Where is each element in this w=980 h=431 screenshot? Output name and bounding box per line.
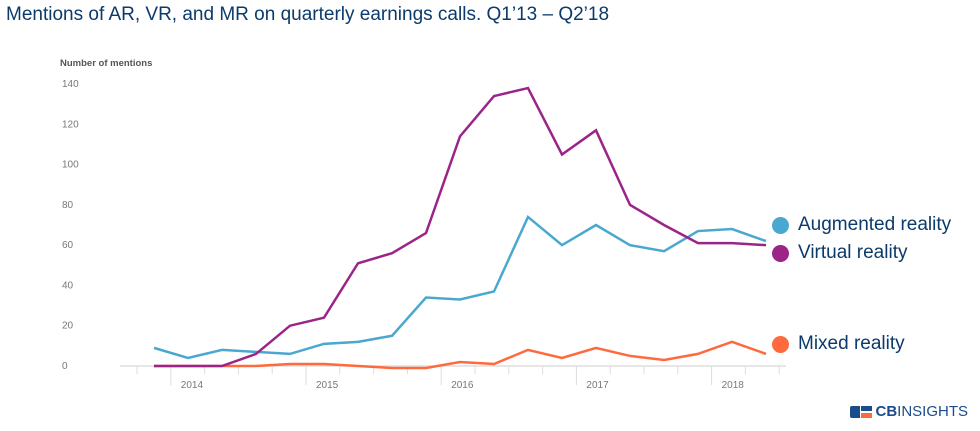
y-tick-label: 140 bbox=[62, 79, 79, 90]
logo-insights-text: INSIGHTS bbox=[897, 403, 968, 420]
legend-label: Virtual reality bbox=[798, 242, 908, 263]
x-tick-label: 2015 bbox=[316, 380, 339, 391]
y-axis-label: Number of mentions bbox=[60, 58, 152, 69]
legend-dot-icon bbox=[772, 216, 789, 234]
y-tick-label: 20 bbox=[62, 321, 74, 332]
x-tick-label: 2014 bbox=[181, 380, 204, 391]
legend-label: Mixed reality bbox=[798, 333, 905, 354]
y-tick-label: 80 bbox=[62, 200, 74, 211]
logo-cb-text: CB bbox=[875, 403, 898, 420]
x-tick-label: 2016 bbox=[451, 380, 474, 391]
legend-virtual-reality: Virtual reality bbox=[772, 242, 907, 264]
series-line-virtual-reality bbox=[154, 86, 767, 368]
y-tick-label: 100 bbox=[62, 160, 79, 171]
series-line-augmented-reality bbox=[153, 214, 767, 360]
legend-mixed-reality: Mixed reality bbox=[772, 333, 905, 355]
legend-dot-icon bbox=[772, 335, 789, 353]
cbinsights-logo: CB INSIGHTS bbox=[850, 403, 968, 421]
legend-label: Augmented reality bbox=[798, 214, 952, 235]
y-tick-label: 0 bbox=[62, 361, 68, 372]
chart-title: Mentions of AR, VR, and MR on quarterly … bbox=[6, 4, 610, 25]
y-tick-label: 40 bbox=[62, 280, 74, 291]
x-tick-label: 2017 bbox=[586, 380, 609, 391]
y-tick-label: 60 bbox=[62, 240, 74, 251]
cbinsights-logo-icon bbox=[850, 406, 873, 418]
legend-dot-icon bbox=[772, 244, 789, 262]
series-line-mixed-reality bbox=[154, 340, 767, 370]
legend-augmented-reality: Augmented reality bbox=[772, 214, 951, 236]
y-tick-label: 120 bbox=[62, 119, 79, 130]
x-tick-label: 2018 bbox=[722, 380, 745, 391]
